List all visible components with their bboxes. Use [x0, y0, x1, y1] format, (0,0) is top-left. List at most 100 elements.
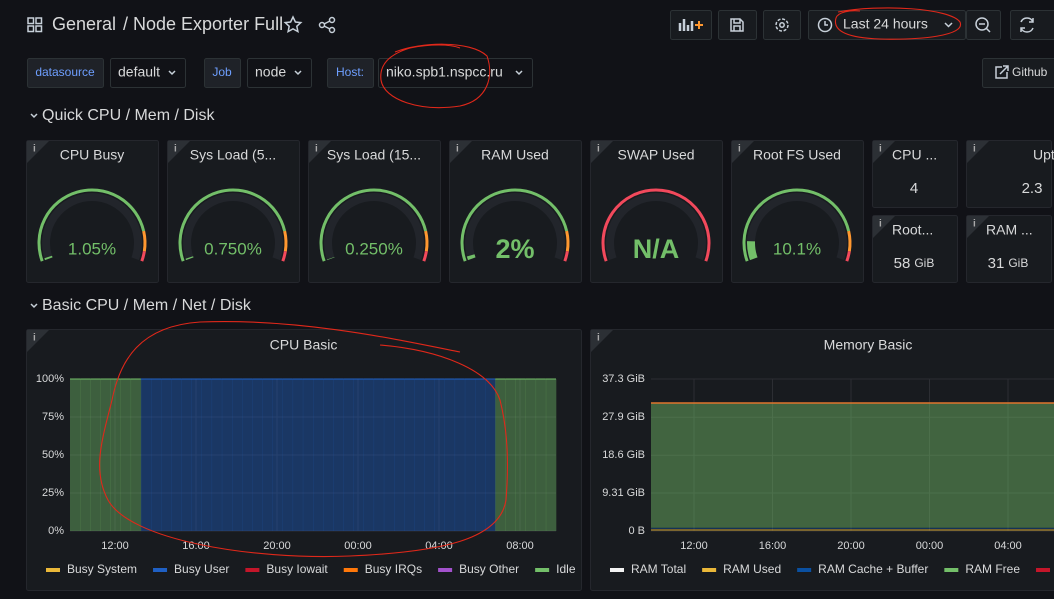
area-segment	[80, 379, 91, 531]
gauge-threshold	[565, 230, 570, 252]
variable-value: node	[255, 64, 286, 80]
variable-value: niko.spb1.nspcc.ru	[386, 64, 503, 80]
area-segment	[110, 379, 121, 531]
panel	[872, 215, 958, 283]
row-chevron[interactable]	[30, 113, 38, 119]
row-chevron[interactable]	[30, 303, 38, 309]
x-tick-label: 04:00	[425, 540, 453, 552]
gauge-threshold	[319, 188, 428, 262]
legend-item[interactable]: Busy User	[174, 562, 229, 576]
variable-dropdown[interactable]	[378, 58, 533, 88]
gauge-value-arc	[466, 254, 476, 261]
legend-item[interactable]: Busy Other	[459, 562, 519, 576]
x-tick-label: 16:00	[759, 540, 787, 552]
area-segment	[383, 379, 395, 531]
panel-info-icon: i	[973, 144, 976, 155]
panel	[872, 140, 958, 208]
panel	[966, 140, 1052, 208]
time-picker-chevron	[944, 22, 953, 28]
clock-icon	[817, 17, 833, 33]
variables: datasource default Job node Host: niko.spb1.n…	[27, 58, 533, 88]
area-segment	[343, 379, 354, 531]
area-segment	[70, 379, 81, 531]
x-tick-label: 12:00	[680, 540, 708, 552]
area-segment	[434, 379, 445, 531]
area-segment	[363, 379, 375, 531]
gauge-threshold	[424, 230, 429, 252]
area-segment	[444, 379, 456, 531]
area-segment	[282, 379, 294, 531]
y-tick-label: 9.31 GiB	[602, 487, 645, 499]
variable-label-box	[27, 58, 104, 88]
zoom-icon-handle	[979, 23, 991, 33]
legend-item[interactable]: Busy Iowait	[266, 562, 328, 576]
area-segment	[191, 379, 202, 531]
gauge-value: N/A	[633, 234, 680, 264]
area-segment	[201, 379, 213, 531]
stat-value: 4	[910, 180, 918, 197]
area-segment	[292, 379, 304, 531]
stat-value: 58 GiB	[894, 255, 935, 272]
panel	[167, 140, 300, 283]
settings-button[interactable]	[763, 10, 801, 40]
stat-number: 58	[894, 255, 911, 272]
settings-icon-core	[779, 22, 785, 28]
github-button[interactable]	[982, 58, 1054, 88]
area-segment	[211, 379, 223, 531]
gauge-track	[747, 193, 847, 261]
variable-dropdown[interactable]	[110, 58, 186, 88]
legend-item[interactable]: RAM Used	[723, 562, 781, 576]
zoom-out-button[interactable]	[966, 10, 1001, 40]
legend-item[interactable]: RAM Total	[631, 562, 686, 576]
row-title[interactable]: Basic CPU / Mem / Net / Disk	[42, 297, 252, 314]
row-title[interactable]: Quick CPU / Mem / Disk	[42, 107, 215, 124]
area-segment	[495, 379, 506, 531]
stat-number: 4	[910, 180, 918, 197]
area-segment	[302, 379, 314, 531]
area-segment	[323, 379, 334, 531]
legend-item[interactable]: RAM Free	[965, 562, 1020, 576]
variable-dropdown[interactable]	[247, 58, 312, 88]
refresh-button[interactable]	[1010, 10, 1054, 40]
gauge-value: 0.750%	[204, 239, 262, 258]
legend-item[interactable]: RAM Cache + Buffer	[818, 562, 928, 576]
share-icon[interactable]	[318, 16, 336, 34]
area-segment	[525, 379, 537, 531]
panel	[308, 140, 441, 283]
x-tick-label: 20:00	[263, 540, 291, 552]
area-segment	[120, 379, 132, 531]
folder-name[interactable]: General	[52, 14, 116, 34]
y-tick-label: 27.9 GiB	[602, 411, 645, 423]
panel-info-icon: i	[597, 333, 600, 344]
area-segment	[475, 379, 486, 531]
area-segment	[181, 379, 192, 531]
time-range: Last 24 hours	[843, 16, 928, 32]
stat-number: 31	[988, 255, 1005, 272]
star-icon[interactable]	[283, 15, 303, 34]
grid-icon[interactable]	[27, 17, 43, 33]
area-segment	[333, 379, 344, 531]
gauge-value: 2%	[495, 234, 534, 264]
legend-item[interactable]: Busy System	[67, 562, 137, 576]
area-segment	[232, 379, 243, 531]
save-button[interactable]	[718, 10, 757, 40]
gauge-value: 0.250%	[345, 239, 403, 258]
gauge-threshold	[37, 188, 146, 262]
panel-info-corner	[27, 141, 49, 163]
clock-hands	[824, 21, 828, 26]
github-link[interactable]: Github	[1012, 65, 1048, 79]
gauge-threshold	[845, 251, 851, 262]
panel-info-corner	[873, 216, 895, 238]
legend-item[interactable]: Busy IRQs	[365, 562, 422, 576]
area-segment	[414, 379, 425, 531]
area-segment	[454, 379, 466, 531]
area-segment	[373, 379, 385, 531]
panel-info-icon: i	[456, 144, 459, 155]
area-segment	[545, 379, 557, 531]
area-segment	[140, 379, 152, 531]
refresh-icon	[1020, 17, 1034, 33]
gauge-threshold	[563, 251, 569, 262]
gauge-title: Root FS Used	[753, 147, 841, 163]
legend-item[interactable]: Idle	[556, 562, 576, 576]
stat-title: CPU ...	[892, 147, 937, 163]
